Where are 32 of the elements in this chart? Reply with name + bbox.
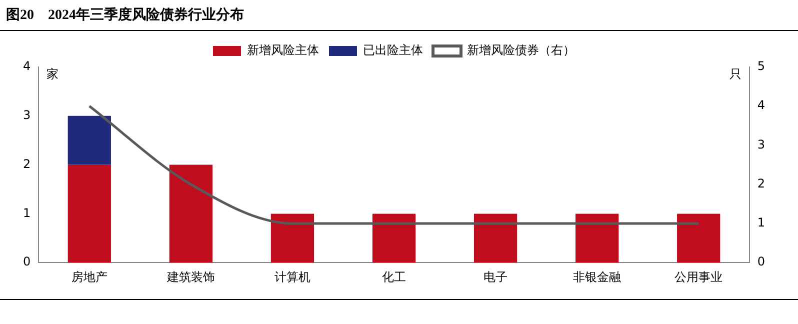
bar: [372, 214, 416, 263]
y-tick-label: 1: [22, 206, 31, 220]
y2-tick-label: 3: [757, 137, 766, 152]
y2-tick-label: 0: [757, 254, 766, 269]
x-tick-label: 非银金融: [573, 270, 622, 284]
x-tick-label: 计算机: [274, 270, 310, 284]
y2-tick-label: 2: [757, 176, 766, 190]
bar: [68, 164, 111, 263]
bar: [270, 214, 314, 263]
y2-tick-label: 1: [757, 216, 766, 230]
y-tick-label: 3: [22, 108, 31, 122]
y-tick-label: 4: [22, 59, 31, 74]
chart-title: 图20 2024年三季度风险债券行业分布: [0, 0, 798, 31]
bar: [68, 116, 111, 165]
y2-axis-title: 只: [729, 67, 742, 82]
x-tick-label: 化工: [382, 270, 406, 284]
bar: [474, 214, 518, 263]
y2-tick-label: 5: [757, 59, 766, 74]
x-tick-label: 建筑装饰: [166, 270, 215, 284]
legend-label: 已出险主体: [363, 43, 423, 58]
x-tick-label: 公用事业: [674, 270, 723, 284]
bar: [677, 214, 720, 263]
y-axis-title: 家: [46, 67, 59, 82]
y2-tick-label: 4: [757, 98, 766, 112]
legend-label: 新增风险债券（右）: [467, 43, 575, 58]
x-tick-label: 电子: [484, 270, 508, 284]
bar: [169, 164, 213, 263]
y-tick-label: 0: [22, 254, 31, 269]
bar: [575, 214, 619, 263]
legend-label: 新增风险主体: [247, 43, 319, 58]
x-tick-label: 房地产: [71, 270, 108, 284]
y-tick-label: 2: [22, 156, 31, 171]
